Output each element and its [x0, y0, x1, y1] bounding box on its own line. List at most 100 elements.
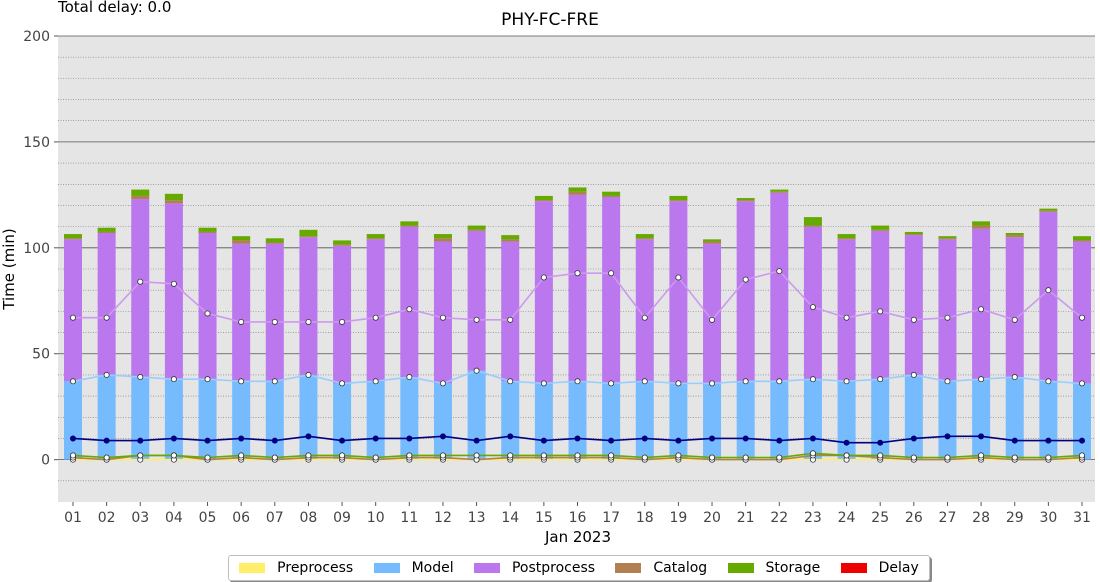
series-point-1-29	[1011, 374, 1018, 381]
series-point-5-01	[70, 435, 77, 442]
bar-segment-catalog-13	[467, 229, 486, 231]
bar-segment-model-27	[938, 381, 957, 460]
series-point-4-15	[540, 452, 547, 459]
series-point-1-18	[641, 378, 648, 385]
bar-segment-storage-28	[972, 221, 991, 226]
series-point-1-22	[776, 378, 783, 385]
series-point-2-08	[305, 318, 312, 325]
bar-segment-postprocess-13	[467, 230, 486, 371]
bar-segment-postprocess-24	[837, 239, 856, 382]
legend-item-model: Model	[373, 560, 454, 576]
bar-segment-postprocess-12	[433, 241, 452, 384]
series-point-5-07	[271, 437, 278, 444]
bar-segment-model-29	[1005, 377, 1024, 460]
series-point-2-03	[137, 278, 144, 285]
y-tick-label: 150	[23, 135, 50, 151]
bar-segment-storage-17	[602, 191, 621, 196]
series-point-2-20	[709, 316, 716, 323]
bar-segment-model-01	[64, 381, 82, 460]
series-point-5-29	[1011, 437, 1018, 444]
series-point-1-03	[137, 374, 144, 381]
bar-segment-storage-06	[232, 236, 251, 241]
series-point-2-01	[70, 314, 77, 321]
bar-segment-postprocess-27	[938, 239, 957, 382]
bar-segment-catalog-21	[736, 200, 755, 202]
bar-segment-postprocess-07	[265, 243, 284, 382]
y-tick-label: 200	[23, 29, 50, 45]
bar-segment-model-02	[97, 374, 116, 460]
legend-swatch	[727, 563, 754, 573]
x-tick-label: 14	[501, 510, 519, 526]
bar-segment-postprocess-18	[635, 239, 654, 382]
series-point-5-11	[406, 435, 413, 442]
x-tick-label: 27	[939, 510, 957, 526]
bar-segment-storage-10	[366, 234, 385, 239]
series-point-5-12	[439, 433, 446, 440]
x-tick-label: 09	[333, 510, 351, 526]
series-point-5-15	[540, 437, 547, 444]
bar-segment-postprocess-08	[299, 237, 318, 375]
series-point-4-05	[204, 454, 211, 461]
series-point-2-15	[540, 274, 547, 281]
y-tick-label: 0	[41, 453, 50, 469]
series-point-2-05	[204, 310, 211, 317]
series-point-5-06	[238, 435, 245, 442]
bar-segment-model-04	[164, 379, 183, 460]
x-tick-label: 20	[703, 510, 721, 526]
bar-segment-catalog-26	[904, 234, 923, 236]
bar-segment-postprocess-22	[770, 192, 789, 382]
series-point-5-10	[372, 435, 379, 442]
series-point-2-21	[742, 276, 749, 283]
bar-segment-storage-24	[837, 234, 856, 239]
legend-label: Postprocess	[511, 560, 596, 576]
bar-segment-postprocess-04	[164, 203, 183, 380]
series-point-2-13	[473, 316, 480, 323]
bar-segment-storage-26	[904, 231, 923, 235]
series-point-1-28	[978, 376, 985, 383]
x-tick-label: 11	[400, 510, 418, 526]
series-point-4-01	[70, 452, 77, 459]
bar-segment-postprocess-17	[602, 196, 621, 384]
bar-segment-storage-12	[433, 234, 452, 239]
series-point-4-25	[877, 452, 884, 459]
bar-segment-storage-29	[1005, 232, 1024, 236]
bar-segment-catalog-29	[1005, 235, 1024, 238]
series-point-2-23	[809, 304, 816, 311]
bar-segment-model-22	[770, 381, 789, 460]
legend-swatch	[373, 563, 400, 573]
series-point-1-11	[406, 374, 413, 381]
bar-segment-storage-23	[803, 217, 822, 226]
series-point-4-31	[1079, 452, 1086, 459]
series-point-1-05	[204, 376, 211, 383]
x-tick-label: 21	[737, 510, 755, 526]
series-point-4-17	[608, 452, 615, 459]
series-point-2-28	[978, 306, 985, 313]
bar-segment-catalog-05	[198, 231, 217, 233]
bar-segment-storage-14	[501, 235, 520, 240]
bar-segment-postprocess-31	[1073, 241, 1091, 384]
bar-segment-postprocess-15	[534, 201, 553, 384]
bar-segment-model-28	[972, 379, 991, 460]
legend-label: Preprocess	[277, 560, 354, 576]
series-point-5-28	[978, 433, 985, 440]
bar-segment-postprocess-02	[97, 232, 116, 375]
bar-segment-postprocess-09	[333, 245, 352, 384]
series-point-4-06	[238, 452, 245, 459]
series-point-4-27	[944, 454, 951, 461]
series-point-5-19	[675, 437, 682, 444]
chart-title: PHY-FC-FRE	[501, 10, 599, 30]
series-point-4-29	[1011, 454, 1018, 461]
series-point-4-14	[507, 452, 514, 459]
bar-segment-storage-11	[400, 221, 419, 226]
x-tick-label: 30	[1039, 510, 1057, 526]
x-tick-label: 24	[838, 510, 856, 526]
series-point-5-23	[809, 435, 816, 442]
legend-label: Storage	[765, 560, 821, 576]
series-point-2-19	[675, 274, 682, 281]
x-axis-label: Jan 2023	[544, 528, 611, 546]
bar-segment-catalog-24	[837, 238, 856, 240]
bar-segment-model-31	[1073, 383, 1091, 460]
series-point-1-10	[372, 378, 379, 385]
series-point-4-09	[339, 452, 346, 459]
